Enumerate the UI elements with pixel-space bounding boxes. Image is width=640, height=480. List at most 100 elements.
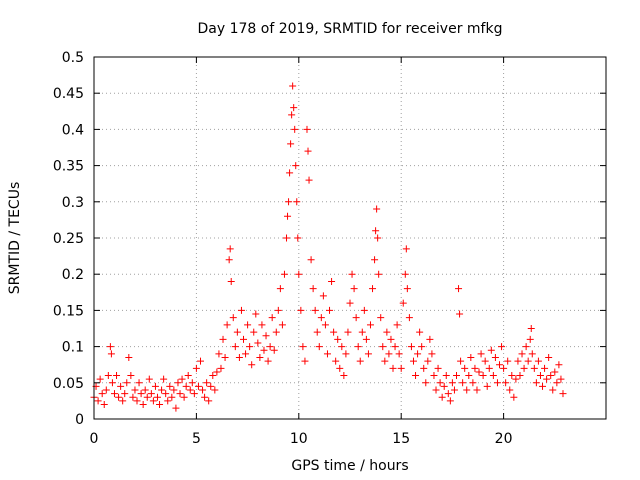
data-point-marker xyxy=(557,375,565,383)
data-point-marker xyxy=(348,270,356,278)
data-point-marker xyxy=(119,397,127,405)
data-point-marker xyxy=(483,382,491,390)
data-point-marker xyxy=(139,401,147,409)
data-point-marker xyxy=(250,328,258,336)
data-point-marker xyxy=(543,375,551,383)
data-point-marker xyxy=(252,310,260,318)
data-point-marker xyxy=(284,212,292,220)
data-point-marker xyxy=(522,343,530,351)
data-point-marker xyxy=(354,343,362,351)
data-point-marker xyxy=(397,364,405,372)
data-point-marker xyxy=(123,379,131,387)
data-point-marker xyxy=(186,386,194,394)
data-point-marker xyxy=(315,343,323,351)
data-point-marker xyxy=(372,227,380,235)
data-point-marker xyxy=(469,379,477,387)
data-point-marker xyxy=(463,386,471,394)
data-point-marker xyxy=(309,285,317,293)
data-point-marker xyxy=(113,372,121,380)
data-point-marker xyxy=(280,270,288,278)
data-point-marker xyxy=(151,382,159,390)
data-point-marker xyxy=(295,270,303,278)
data-point-marker xyxy=(553,379,561,387)
data-point-marker xyxy=(332,357,340,365)
data-point-marker xyxy=(292,162,300,170)
axis-ticks: 0 0.05 0.1 0.15 0.2 0.25 0.3 0.35 0.4 0.45 0.5 0 5 10… xyxy=(53,50,606,447)
data-point-marker xyxy=(203,379,211,387)
data-point-marker xyxy=(547,372,555,380)
data-point-marker xyxy=(137,390,145,398)
y-tick-label: 0.3 xyxy=(62,195,84,211)
data-point-marker xyxy=(129,393,137,401)
data-point-marker xyxy=(288,111,296,119)
data-point-marker xyxy=(438,393,446,401)
y-tick-label: 0.15 xyxy=(53,303,84,319)
data-point-marker xyxy=(102,386,110,394)
data-point-marker xyxy=(541,364,549,372)
data-point-marker xyxy=(246,343,254,351)
data-point-marker xyxy=(170,386,178,394)
data-point-marker xyxy=(104,372,112,380)
data-point-marker xyxy=(461,364,469,372)
data-point-marker xyxy=(426,335,434,343)
data-point-marker xyxy=(133,397,141,405)
data-point-marker xyxy=(289,82,297,90)
data-point-marker xyxy=(534,357,542,365)
data-point-marker xyxy=(524,357,532,365)
data-point-marker xyxy=(110,390,118,398)
data-point-marker xyxy=(231,343,239,351)
y-tick-label: 0.5 xyxy=(62,50,84,66)
data-point-marker xyxy=(516,372,524,380)
data-point-marker xyxy=(500,364,508,372)
data-point-marker xyxy=(162,390,170,398)
data-point-marker xyxy=(518,350,526,358)
data-point-marker xyxy=(487,346,495,354)
data-point-marker xyxy=(184,372,192,380)
x-tick-label: 5 xyxy=(192,431,201,447)
data-point-marker xyxy=(283,234,291,242)
data-point-marker xyxy=(125,353,133,361)
data-point-marker xyxy=(475,368,483,376)
data-point-marker xyxy=(375,270,383,278)
data-point-marker xyxy=(317,314,325,322)
data-point-marker xyxy=(530,364,538,372)
data-point-marker xyxy=(364,350,372,358)
data-point-marker xyxy=(379,343,387,351)
data-point-marker xyxy=(491,353,499,361)
data-point-marker xyxy=(450,386,458,394)
data-point-marker xyxy=(459,379,467,387)
data-point-marker xyxy=(94,397,102,405)
data-point-marker xyxy=(383,328,391,336)
data-point-marker xyxy=(201,393,209,401)
data-point-marker xyxy=(440,382,448,390)
data-point-marker xyxy=(121,390,129,398)
data-point-marker xyxy=(446,397,454,405)
y-tick-label: 0.25 xyxy=(53,231,84,247)
data-point-marker xyxy=(299,343,307,351)
data-point-marker xyxy=(194,382,202,390)
data-point-marker xyxy=(223,321,231,329)
data-point-marker xyxy=(278,321,286,329)
data-point-marker xyxy=(233,328,241,336)
data-point-marker xyxy=(260,346,268,354)
data-point-marker xyxy=(381,357,389,365)
data-point-marker xyxy=(270,346,278,354)
data-point-marker xyxy=(268,314,276,322)
data-point-marker xyxy=(401,270,409,278)
y-tick-label: 0 xyxy=(75,412,84,428)
data-point-marker xyxy=(393,321,401,329)
x-axis-label: GPS time / hours xyxy=(291,458,408,474)
data-point-marker xyxy=(444,390,452,398)
y-tick-label: 0.1 xyxy=(62,340,84,356)
data-point-marker xyxy=(147,390,155,398)
chart-title: Day 178 of 2019, SRMTID for receiver mfk… xyxy=(198,21,503,37)
data-point-marker xyxy=(371,256,379,264)
data-point-marker xyxy=(356,357,364,365)
data-point-marker xyxy=(168,393,176,401)
data-point-marker xyxy=(338,343,346,351)
data-point-marker xyxy=(286,169,294,177)
data-point-marker xyxy=(235,353,243,361)
x-tick-label: 0 xyxy=(90,431,99,447)
data-point-marker xyxy=(399,299,407,307)
